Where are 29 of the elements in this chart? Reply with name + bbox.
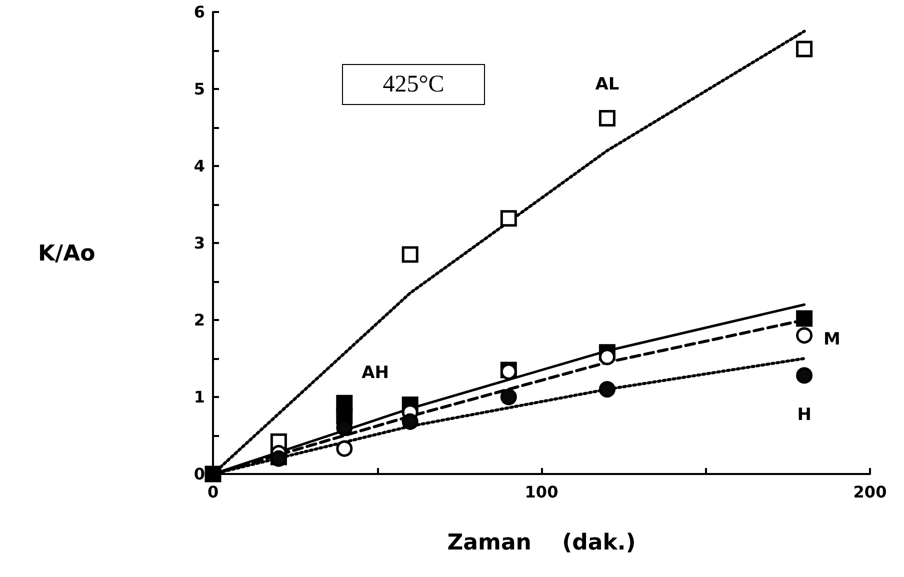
y-tick-label: 0 bbox=[194, 464, 205, 484]
point bbox=[402, 413, 418, 430]
x-axis-title: Zaman (dak.) bbox=[447, 530, 636, 556]
series-label: M bbox=[824, 329, 840, 350]
y-tick-label: 3 bbox=[194, 234, 205, 252]
point bbox=[796, 310, 813, 327]
y-axis-title: K/Ao bbox=[38, 242, 96, 266]
y-tick-label: 6 bbox=[194, 2, 205, 22]
x-tick-label: 100 bbox=[524, 482, 558, 502]
y-tick-label: 1 bbox=[194, 388, 205, 406]
point bbox=[500, 210, 517, 227]
point bbox=[598, 110, 616, 127]
annotation: 425°C bbox=[382, 72, 444, 98]
series-label: AL bbox=[595, 74, 620, 95]
point bbox=[204, 466, 222, 482]
point bbox=[796, 367, 813, 384]
series-label: H bbox=[797, 405, 812, 426]
x-tick-label: 200 bbox=[853, 482, 887, 502]
point bbox=[796, 327, 813, 344]
point bbox=[796, 40, 813, 58]
point bbox=[500, 388, 517, 406]
series-label: AH bbox=[362, 363, 390, 384]
y-tick-label: 2 bbox=[194, 310, 205, 330]
point bbox=[336, 440, 353, 457]
y-tick-label: 4 bbox=[194, 156, 205, 176]
point bbox=[402, 246, 418, 263]
point bbox=[598, 381, 616, 398]
y-tick-label: 5 bbox=[194, 80, 205, 98]
x-tick-label: 0 bbox=[207, 482, 219, 502]
